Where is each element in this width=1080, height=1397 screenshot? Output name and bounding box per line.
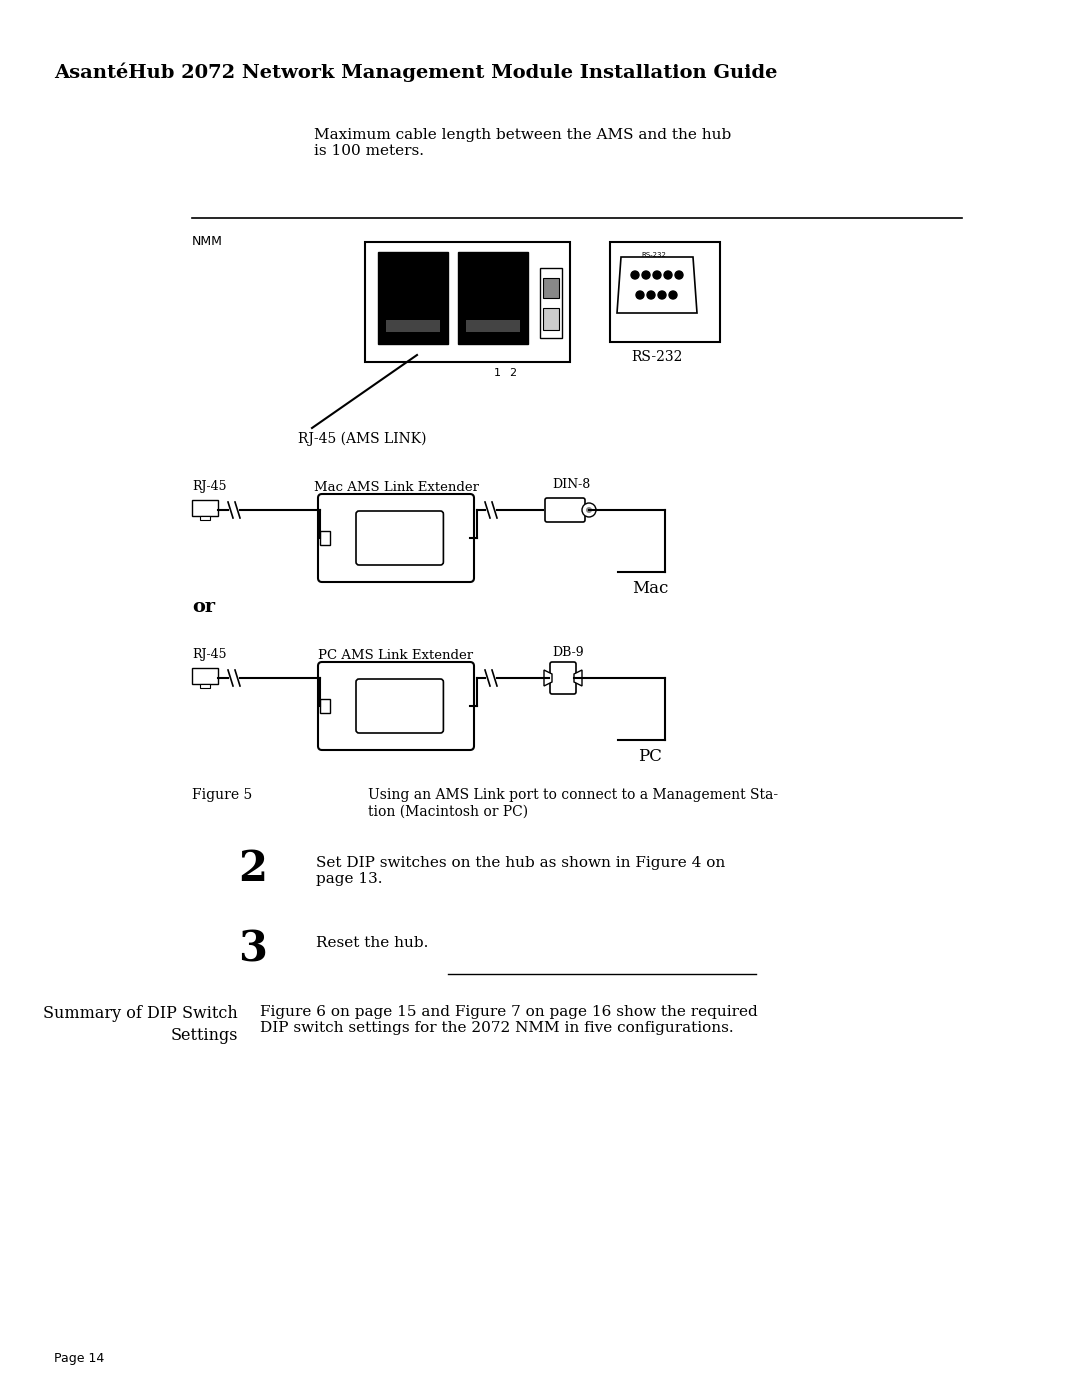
Circle shape bbox=[631, 271, 639, 279]
Text: Using an AMS Link port to connect to a Management Sta-
tion (Macintosh or PC): Using an AMS Link port to connect to a M… bbox=[368, 788, 778, 819]
Bar bbox=[200, 515, 210, 520]
Bar bbox=[192, 500, 218, 515]
Circle shape bbox=[658, 291, 666, 299]
FancyBboxPatch shape bbox=[356, 511, 444, 564]
Text: NMM: NMM bbox=[192, 235, 222, 249]
Text: 2: 2 bbox=[238, 848, 267, 890]
Bar bbox=[386, 320, 440, 332]
Bar bbox=[320, 531, 330, 545]
Text: Figure 6 on page 15 and Figure 7 on page 16 show the required
DIP switch setting: Figure 6 on page 15 and Figure 7 on page… bbox=[260, 1004, 758, 1035]
Text: Mac: Mac bbox=[632, 580, 669, 597]
Bar bbox=[540, 268, 562, 338]
Text: Set DIP switches on the hub as shown in Figure 4 on
page 13.: Set DIP switches on the hub as shown in … bbox=[316, 856, 726, 886]
Polygon shape bbox=[544, 671, 552, 686]
Bar bbox=[192, 668, 218, 685]
Circle shape bbox=[582, 503, 596, 517]
Text: RS-232: RS-232 bbox=[642, 251, 666, 258]
Text: RS-232: RS-232 bbox=[632, 351, 683, 365]
Text: PC AMS Link Extender: PC AMS Link Extender bbox=[319, 650, 473, 662]
Circle shape bbox=[669, 291, 677, 299]
Bar bbox=[378, 251, 448, 344]
Bar bbox=[543, 278, 559, 298]
Text: RJ-45 (AMS LINK): RJ-45 (AMS LINK) bbox=[298, 432, 427, 447]
Text: DB-9: DB-9 bbox=[552, 645, 583, 659]
Polygon shape bbox=[573, 671, 582, 686]
Circle shape bbox=[642, 271, 650, 279]
FancyBboxPatch shape bbox=[318, 662, 474, 750]
Text: AsantéHub 2072 Network Management Module Installation Guide: AsantéHub 2072 Network Management Module… bbox=[54, 61, 778, 81]
Bar bbox=[365, 242, 570, 362]
Text: RJ-45: RJ-45 bbox=[192, 481, 227, 493]
Bar bbox=[200, 685, 210, 687]
Text: Page 14: Page 14 bbox=[54, 1352, 105, 1365]
Circle shape bbox=[675, 271, 683, 279]
FancyBboxPatch shape bbox=[545, 497, 585, 522]
Text: Settings: Settings bbox=[171, 1027, 238, 1044]
Bar bbox=[610, 242, 720, 342]
Text: RJ-45: RJ-45 bbox=[192, 648, 227, 661]
Circle shape bbox=[664, 271, 672, 279]
Circle shape bbox=[636, 291, 644, 299]
Circle shape bbox=[653, 271, 661, 279]
FancyBboxPatch shape bbox=[356, 679, 444, 733]
Polygon shape bbox=[617, 257, 697, 313]
Text: Summary of DIP Switch: Summary of DIP Switch bbox=[43, 1004, 238, 1023]
Text: Maximum cable length between the AMS and the hub
is 100 meters.: Maximum cable length between the AMS and… bbox=[314, 129, 731, 158]
Circle shape bbox=[647, 291, 654, 299]
FancyBboxPatch shape bbox=[550, 662, 576, 694]
Text: Figure 5: Figure 5 bbox=[192, 788, 253, 802]
Text: or: or bbox=[192, 598, 215, 616]
Text: Mac AMS Link Extender: Mac AMS Link Extender bbox=[313, 481, 478, 495]
Text: PC: PC bbox=[638, 747, 662, 766]
Bar bbox=[458, 251, 528, 344]
Text: Reset the hub.: Reset the hub. bbox=[316, 936, 429, 950]
Text: 2: 2 bbox=[510, 367, 516, 379]
Text: 1: 1 bbox=[494, 367, 500, 379]
Circle shape bbox=[586, 507, 592, 513]
FancyBboxPatch shape bbox=[318, 495, 474, 583]
Bar bbox=[320, 698, 330, 712]
Bar bbox=[465, 320, 519, 332]
Text: 3: 3 bbox=[238, 928, 267, 970]
Text: DIN-8: DIN-8 bbox=[552, 478, 591, 490]
Bar bbox=[543, 307, 559, 330]
